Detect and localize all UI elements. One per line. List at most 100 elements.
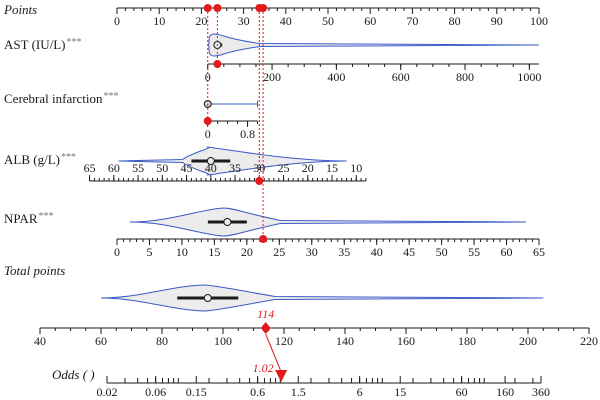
alb-significance: *** xyxy=(61,152,76,163)
npar-tick-label: 40 xyxy=(371,245,383,259)
ast-tick-label: 600 xyxy=(392,70,410,84)
total-points-value-label: 114 xyxy=(257,307,274,321)
npar-tick-label: 60 xyxy=(501,245,513,259)
odds-axis-tick-label: 6 xyxy=(357,385,363,399)
alb-violin xyxy=(118,146,347,176)
npar-tick-label: 55 xyxy=(468,245,480,259)
alb-tick-label: 45 xyxy=(181,161,193,175)
npar-violin xyxy=(129,207,527,237)
cerebral_infarction-points-marker xyxy=(203,4,212,12)
npar-tick-label: 10 xyxy=(176,245,188,259)
npar-tick-label: 25 xyxy=(273,245,285,259)
total-points-value-marker xyxy=(260,322,271,334)
alb-tick-label: 10 xyxy=(350,161,362,175)
npar-significance: *** xyxy=(38,211,53,222)
distribution-layer xyxy=(100,33,544,312)
odds-axis-tick-label: 0.06 xyxy=(145,385,166,399)
points-axis-tick-label: 50 xyxy=(322,14,334,28)
points-axis-tick-label: 30 xyxy=(238,14,250,28)
npar-tick-label: 30 xyxy=(306,245,318,259)
odds-value-marker xyxy=(275,370,288,382)
npar-median-marker xyxy=(223,218,232,226)
alb-tick-label: 30 xyxy=(253,161,265,175)
total-points-label: Total points xyxy=(4,263,65,278)
npar-tick-label: 35 xyxy=(338,245,350,259)
alb-median-marker xyxy=(206,157,215,165)
ast-significance: *** xyxy=(67,37,82,48)
marker-layer xyxy=(203,4,288,382)
total-points-tick-label: 120 xyxy=(275,334,293,348)
points-axis-label: Points xyxy=(3,2,37,17)
points-axis-tick-label: 70 xyxy=(406,14,418,28)
alb-tick-label: 15 xyxy=(326,161,338,175)
points-axis-tick-label: 80 xyxy=(449,14,461,28)
total-to-odds-connector xyxy=(265,333,282,373)
npar-tick-label: 5 xyxy=(146,245,152,259)
alb-label: ALB (g/L) xyxy=(4,152,60,167)
alb-tick-label: 55 xyxy=(132,161,144,175)
total-points-tick-label: 160 xyxy=(397,334,415,348)
ast-points-marker xyxy=(213,4,222,12)
odds-axis-tick-label: 15 xyxy=(394,385,406,399)
ast-violin xyxy=(207,33,540,57)
alb-tick-label: 60 xyxy=(108,161,120,175)
points-axis-tick-label: 10 xyxy=(153,14,165,28)
alb-tick-label: 20 xyxy=(302,161,314,175)
npar-value-marker xyxy=(259,235,268,243)
ast-tick-label: 0 xyxy=(205,70,211,84)
cerebral_infarction-tick-label: 0 xyxy=(205,127,211,141)
ast-label: AST (IU/L) xyxy=(4,37,66,52)
odds-value-label: 1.02 xyxy=(253,361,274,375)
ast-tick-label: 800 xyxy=(456,70,474,84)
cerebral_infarction-value-marker xyxy=(203,117,212,125)
points-axis-tick-label: 100 xyxy=(530,14,548,28)
guide-lines-layer xyxy=(207,8,282,373)
odds-axis-tick-label: 360 xyxy=(532,385,550,399)
total-points-tick-label: 180 xyxy=(458,334,476,348)
ast-tick-label: 200 xyxy=(263,70,281,84)
npar-tick-label: 20 xyxy=(241,245,253,259)
alb-tick-label: 35 xyxy=(229,161,241,175)
alb-tick-label: 25 xyxy=(278,161,290,175)
npar-tick-label: 0 xyxy=(114,245,120,259)
alb-tick-label: 40 xyxy=(205,161,217,175)
total-points-tick-label: 80 xyxy=(156,334,168,348)
cerebral_infarction-significance: *** xyxy=(104,91,119,102)
total-points-median-marker xyxy=(203,294,212,302)
total-points-tick-label: 140 xyxy=(336,334,354,348)
npar-points-marker xyxy=(259,4,268,12)
axes-layer xyxy=(39,7,590,384)
npar-label: NPAR xyxy=(4,211,38,226)
points-axis-tick-label: 20 xyxy=(195,14,207,28)
odds-axis-label: Odds ( ) xyxy=(52,367,95,382)
odds-axis-tick-label: 160 xyxy=(496,385,514,399)
total-points-tick-label: 60 xyxy=(95,334,107,348)
cerebral_infarction-label: Cerebral infarction xyxy=(4,91,103,106)
points-axis-tick-label: 90 xyxy=(491,14,503,28)
odds-axis-tick-label: 0.15 xyxy=(186,385,207,399)
total-points-tick-label: 40 xyxy=(34,334,46,348)
total-points-tick-label: 200 xyxy=(519,334,537,348)
points-axis-tick-label: 60 xyxy=(364,14,376,28)
odds-axis-tick-label: 60 xyxy=(456,385,468,399)
ast-tick-label: 400 xyxy=(327,70,345,84)
alb-tick-label: 50 xyxy=(156,161,168,175)
ast-tick-label: 1000 xyxy=(517,70,541,84)
ast-value-marker xyxy=(213,60,222,68)
odds-axis-tick-label: 0.02 xyxy=(97,385,118,399)
alb-value-marker xyxy=(255,177,264,185)
odds-axis-tick-label: 0.6 xyxy=(250,385,265,399)
npar-tick-label: 45 xyxy=(403,245,415,259)
cerebral_infarction-tick-label: 0.8 xyxy=(240,127,255,141)
points-axis-tick-label: 0 xyxy=(114,14,120,28)
total-points-violin xyxy=(100,284,544,312)
points-axis-tick-label: 40 xyxy=(280,14,292,28)
npar-tick-label: 15 xyxy=(208,245,220,259)
odds-axis-tick-label: 1.5 xyxy=(291,385,306,399)
npar-tick-label: 50 xyxy=(436,245,448,259)
npar-tick-label: 65 xyxy=(533,245,545,259)
total-points-tick-label: 100 xyxy=(214,334,232,348)
alb-tick-label: 65 xyxy=(84,161,96,175)
